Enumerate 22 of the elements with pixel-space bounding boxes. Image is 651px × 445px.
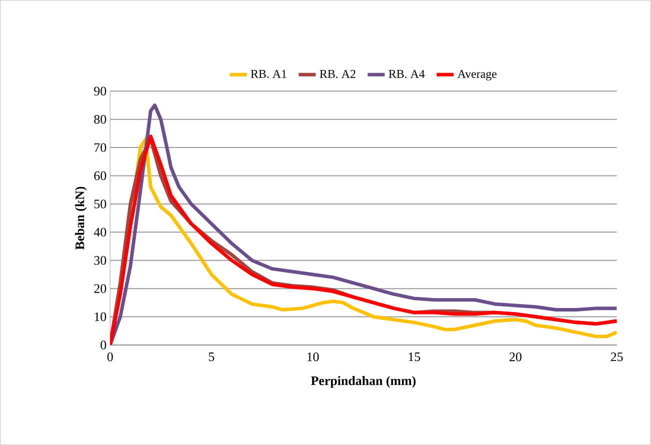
- y-tick-label: 10: [94, 312, 106, 322]
- y-axis-title: Beban (kN): [75, 186, 87, 250]
- legend-label: Average: [457, 70, 497, 80]
- legend-label: RB. A2: [320, 70, 356, 78]
- x-tick-label: 10: [307, 352, 319, 362]
- x-tick-label: 20: [510, 352, 522, 362]
- y-tick-label: 20: [94, 284, 106, 293]
- x-axis-title: Perpindahan (mm): [311, 376, 416, 388]
- x-tick-label: 0: [107, 352, 113, 362]
- legend-label: RB. A1: [250, 70, 286, 78]
- y-tick-label: 80: [94, 114, 106, 124]
- y-tick-label: 50: [94, 200, 106, 208]
- x-tick-label: 25: [610, 352, 623, 362]
- x-tick-label: 15: [408, 352, 420, 362]
- y-tick-label: 70: [94, 143, 106, 152]
- y-tick-label: 0: [100, 340, 106, 350]
- y-tick-label: 90: [94, 86, 106, 96]
- y-tick-label: 60: [94, 171, 106, 180]
- legend-label: RB. A4: [388, 70, 425, 78]
- y-tick-label: 30: [94, 256, 106, 265]
- y-tick-label: 40: [94, 228, 106, 236]
- x-tick-label: 5: [208, 352, 214, 362]
